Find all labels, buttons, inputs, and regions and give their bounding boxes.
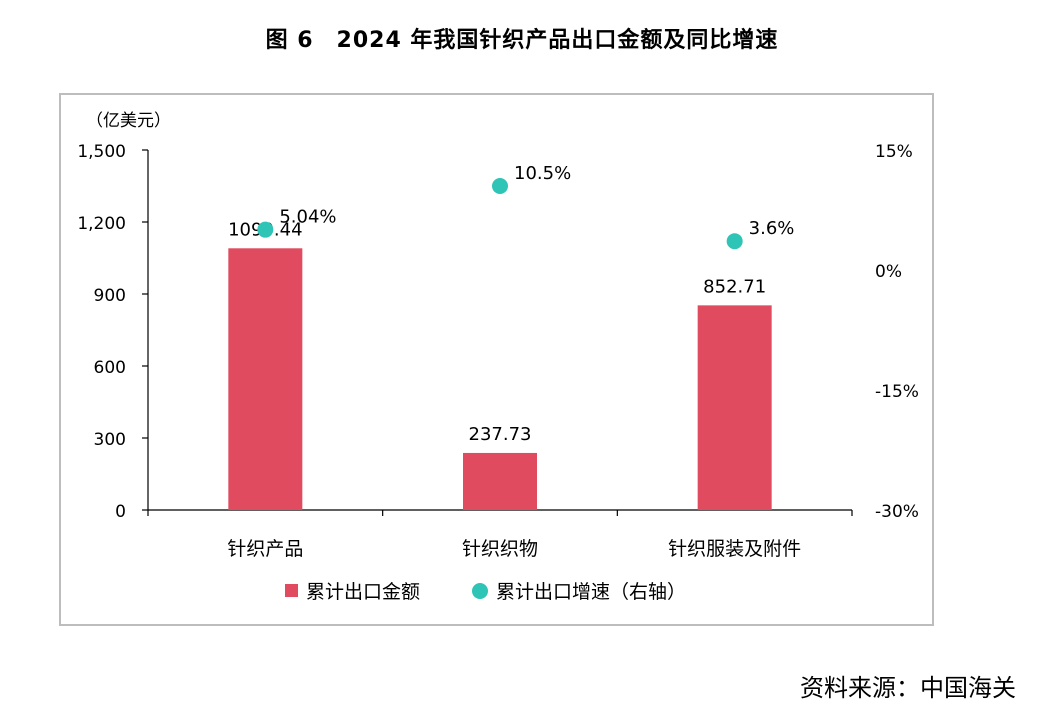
growth-point bbox=[257, 221, 274, 238]
x-tick-label: 针织产品 bbox=[227, 538, 303, 560]
x-tick-label: 针织服装及附件 bbox=[668, 538, 801, 560]
growth-value-label: 10.5% bbox=[514, 163, 571, 184]
chart-legend: 累计出口金额 累计出口增速（右轴） bbox=[285, 581, 686, 603]
growth-value-label: 3.6% bbox=[749, 218, 795, 239]
growth-series: 5.04% 10.5% 3.6% bbox=[257, 163, 795, 250]
legend-bar-label: 累计出口金额 bbox=[306, 581, 420, 603]
bar bbox=[228, 248, 303, 510]
y-axis-unit-label: （亿美元） bbox=[86, 111, 171, 131]
growth-point bbox=[492, 178, 508, 194]
growth-point bbox=[726, 233, 743, 250]
x-tick-label: 针织织物 bbox=[462, 538, 538, 560]
legend-bar-swatch bbox=[285, 584, 298, 597]
chart-frame bbox=[59, 93, 934, 626]
bar-value-label: 852.71 bbox=[703, 276, 766, 297]
y-tick-label-left: 1,500 bbox=[77, 142, 126, 162]
chart-title: 图 6 2024 年我国针织产品出口金额及同比增速 bbox=[265, 28, 779, 53]
bar bbox=[697, 305, 772, 510]
y-tick-label-left: 300 bbox=[94, 430, 126, 450]
bar-value-label: 237.73 bbox=[469, 424, 532, 445]
source-note: 资料来源：中国海关 bbox=[800, 674, 1016, 702]
y-tick-label-right: 0% bbox=[875, 262, 902, 282]
y-tick-label-left: 1,200 bbox=[77, 214, 126, 234]
bar bbox=[463, 452, 537, 510]
y-tick-label-right: -30% bbox=[875, 502, 919, 522]
legend-dot-label: 累计出口增速（右轴） bbox=[496, 581, 686, 603]
legend-dot-swatch bbox=[472, 583, 488, 599]
y-tick-label-right: -15% bbox=[875, 382, 919, 402]
growth-value-label: 5.04% bbox=[279, 207, 336, 228]
y-tick-label-right: 15% bbox=[875, 142, 913, 162]
y-tick-label-left: 600 bbox=[94, 358, 126, 378]
y-tick-label-left: 0 bbox=[115, 502, 126, 522]
y-tick-label-left: 900 bbox=[94, 286, 126, 306]
